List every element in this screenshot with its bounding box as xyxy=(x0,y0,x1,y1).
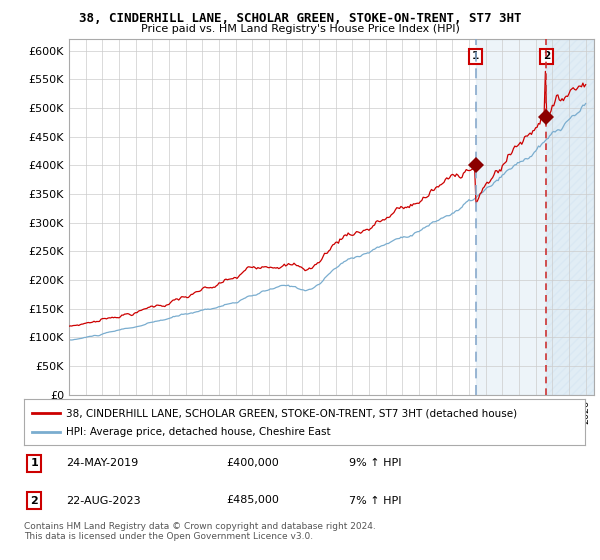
Text: Price paid vs. HM Land Registry's House Price Index (HPI): Price paid vs. HM Land Registry's House … xyxy=(140,24,460,34)
Text: £485,000: £485,000 xyxy=(226,496,279,506)
Bar xyxy=(547,39,594,395)
Text: 7% ↑ HPI: 7% ↑ HPI xyxy=(349,496,402,506)
Text: £400,000: £400,000 xyxy=(226,459,279,468)
Text: 1: 1 xyxy=(472,52,479,62)
Text: 2: 2 xyxy=(30,496,38,506)
Bar xyxy=(476,39,594,395)
Text: HPI: Average price, detached house, Cheshire East: HPI: Average price, detached house, Ches… xyxy=(66,427,331,437)
Text: 22-AUG-2023: 22-AUG-2023 xyxy=(66,496,140,506)
Text: 24-MAY-2019: 24-MAY-2019 xyxy=(66,459,139,468)
Text: 1: 1 xyxy=(30,459,38,468)
Text: Contains HM Land Registry data © Crown copyright and database right 2024.
This d: Contains HM Land Registry data © Crown c… xyxy=(24,522,376,542)
Text: 2: 2 xyxy=(543,52,550,62)
Text: 38, CINDERHILL LANE, SCHOLAR GREEN, STOKE-ON-TRENT, ST7 3HT (detached house): 38, CINDERHILL LANE, SCHOLAR GREEN, STOK… xyxy=(66,408,517,418)
Text: 9% ↑ HPI: 9% ↑ HPI xyxy=(349,459,402,468)
Text: 38, CINDERHILL LANE, SCHOLAR GREEN, STOKE-ON-TRENT, ST7 3HT: 38, CINDERHILL LANE, SCHOLAR GREEN, STOK… xyxy=(79,12,521,25)
